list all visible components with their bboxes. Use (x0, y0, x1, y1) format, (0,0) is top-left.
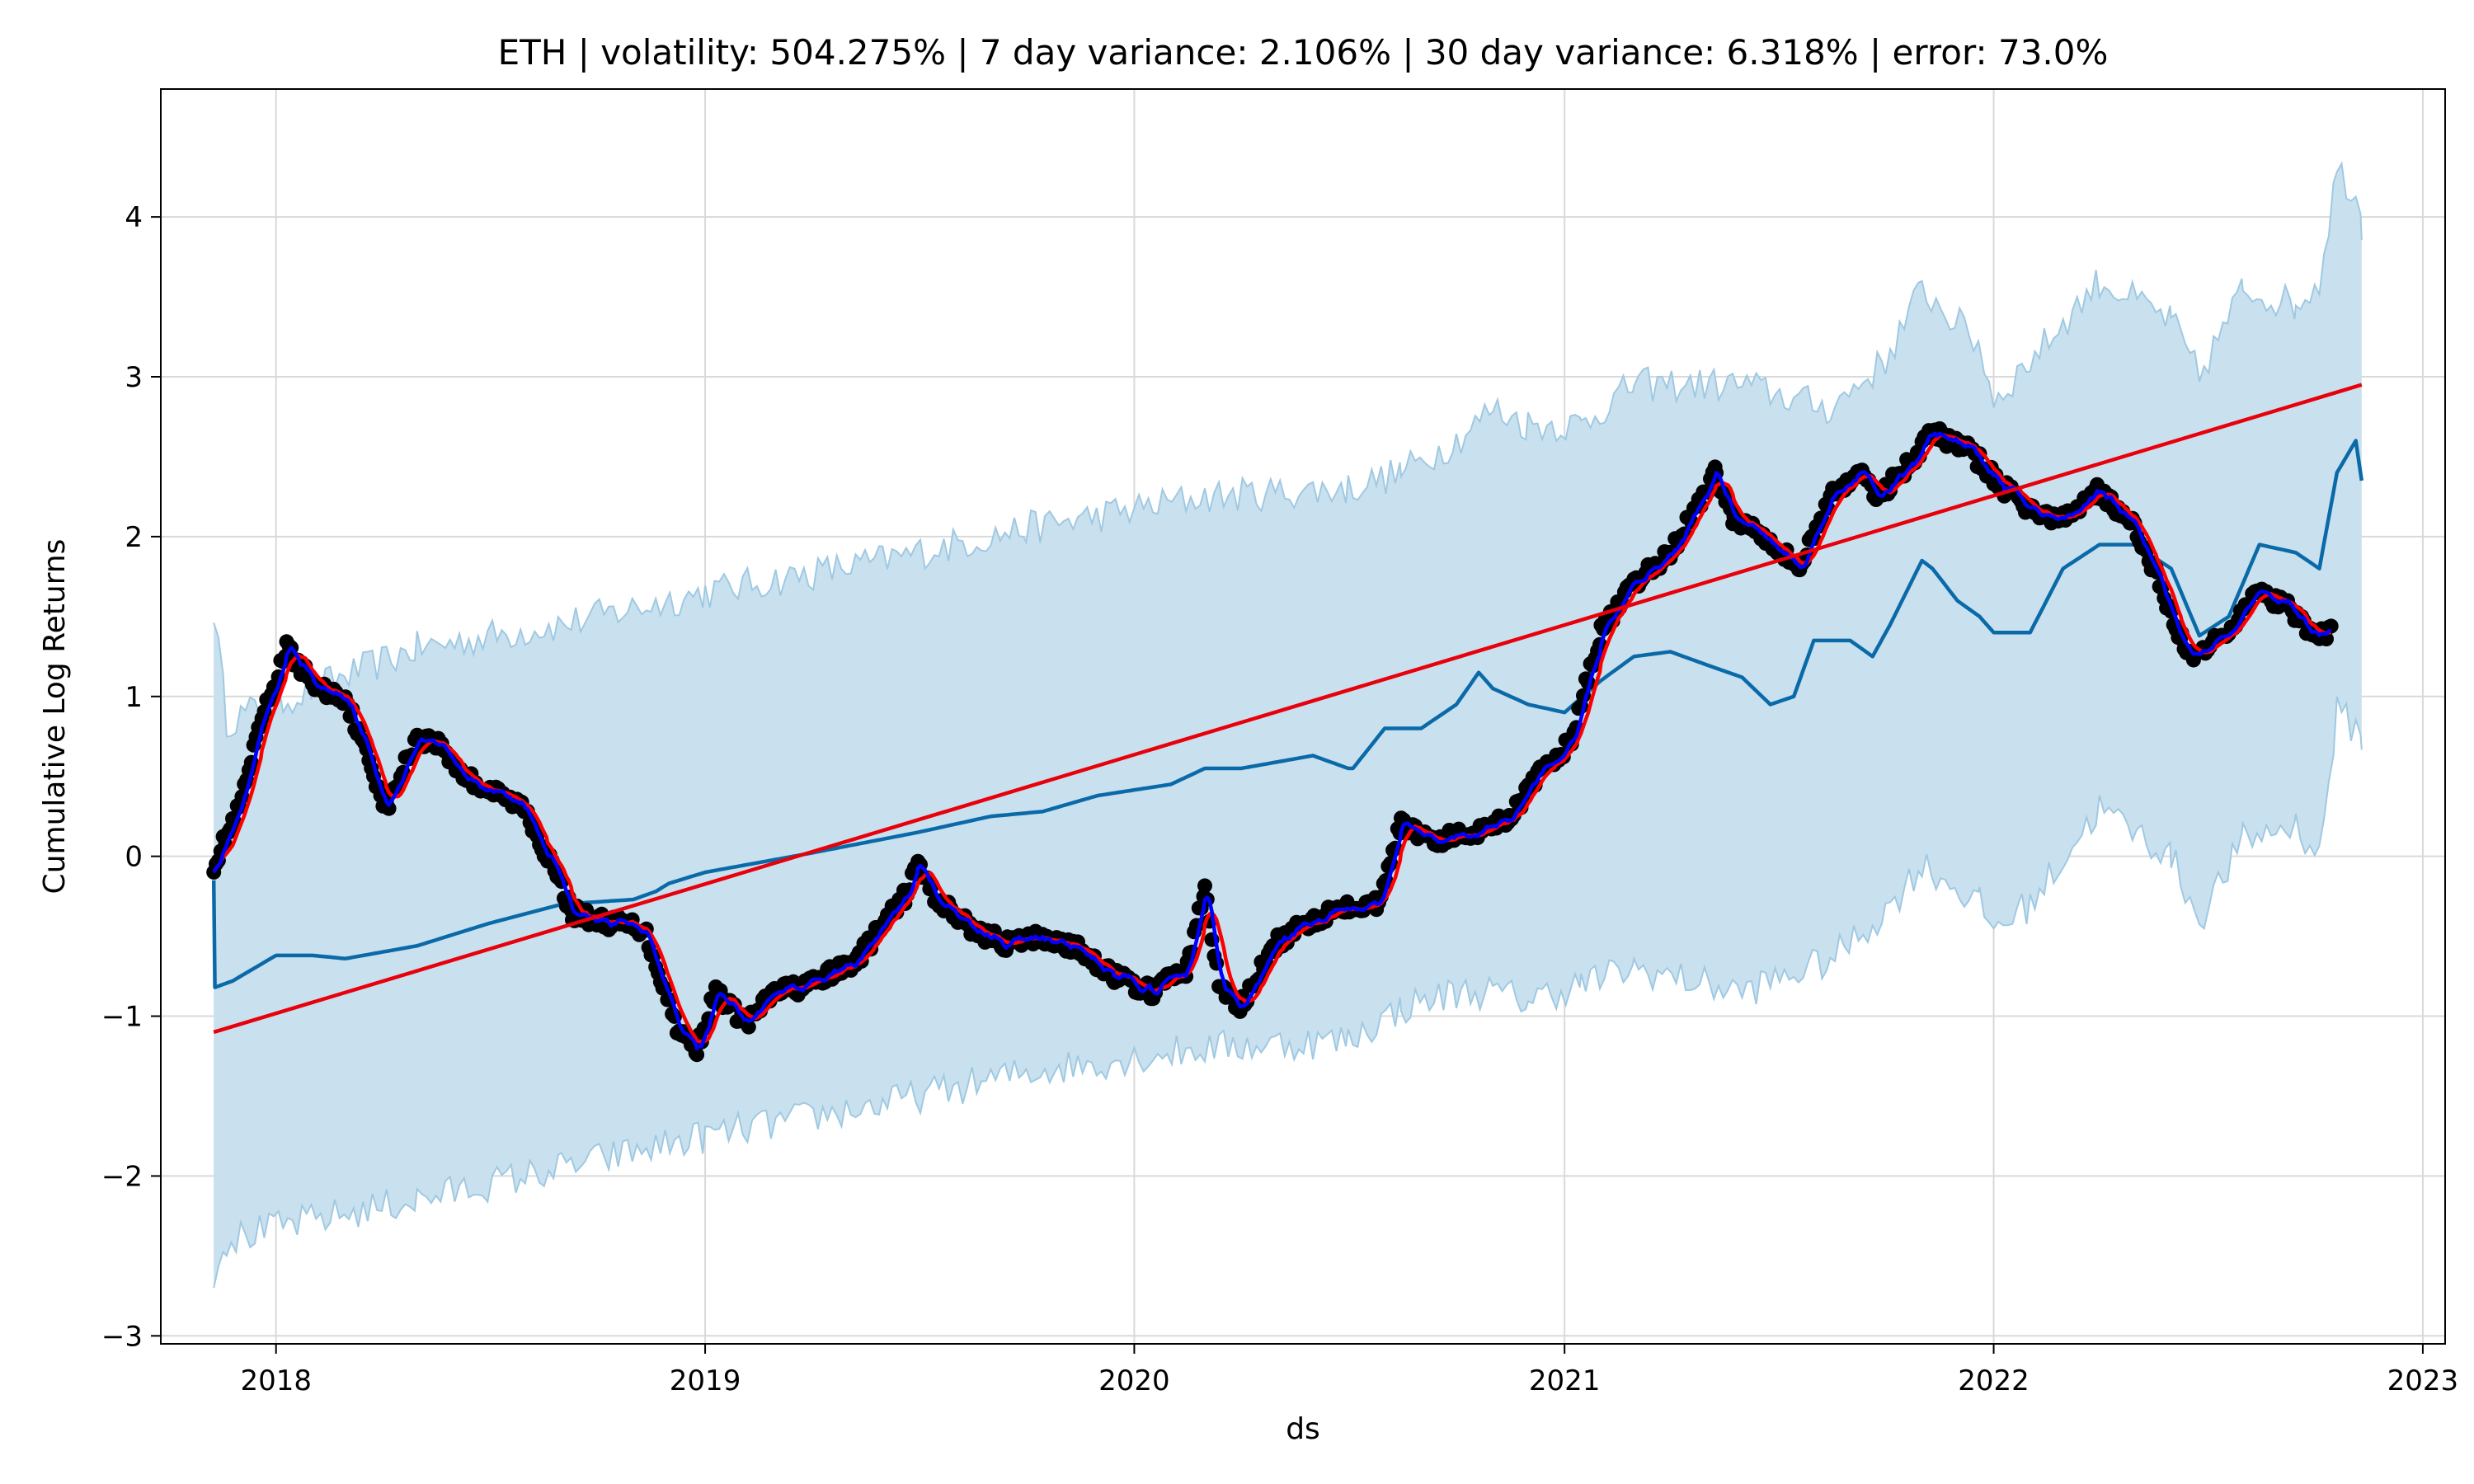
trend-line (213, 383, 2363, 1035)
y-tick-label-6: 3 (125, 361, 143, 394)
x-tick-label-1: 2019 (670, 1364, 741, 1397)
plot-frame (160, 88, 2446, 1345)
uncertainty-upper-edge (213, 161, 2363, 738)
x-tick-label-5: 2023 (2387, 1364, 2459, 1397)
y-tick-label-3: 0 (125, 841, 143, 874)
tick-layer: −3 −2 −1 0 1 2 3 4 2018 2019 2020 2021 2022 2023 (101, 201, 2458, 1397)
y-tick-label-1: −2 (101, 1160, 143, 1193)
observed-point-211 (689, 1047, 705, 1063)
observed-point-76 (381, 801, 397, 816)
y-axis-label: Cumulative Log Returns (38, 539, 72, 895)
x-tick-label-3: 2021 (1529, 1364, 1601, 1397)
x-axis-label: ds (1286, 1412, 1320, 1446)
observed-point-921 (2323, 618, 2339, 634)
plot-layer (206, 161, 2364, 1289)
y-tick-label-0: −3 (101, 1320, 143, 1353)
observed-point-432 (1197, 878, 1212, 894)
observed-point-233 (741, 1019, 756, 1035)
y-tick-label-2: −1 (101, 1001, 143, 1034)
x-tick-label-0: 2018 (240, 1364, 312, 1397)
x-tick-label-2: 2020 (1098, 1364, 1170, 1397)
y-tick-label-4: 1 (125, 681, 143, 714)
chart-title: ETH | volatility: 504.275% | 7 day varia… (498, 32, 2109, 73)
uncertainty-lower-edge (213, 696, 2363, 1289)
y-tick-label-5: 2 (125, 521, 143, 554)
x-tick-label-4: 2022 (1958, 1364, 2030, 1397)
y-tick-label-7: 4 (125, 201, 143, 234)
uncertainty-band (214, 163, 2362, 1289)
smoothed-7d-line (212, 431, 2332, 1051)
